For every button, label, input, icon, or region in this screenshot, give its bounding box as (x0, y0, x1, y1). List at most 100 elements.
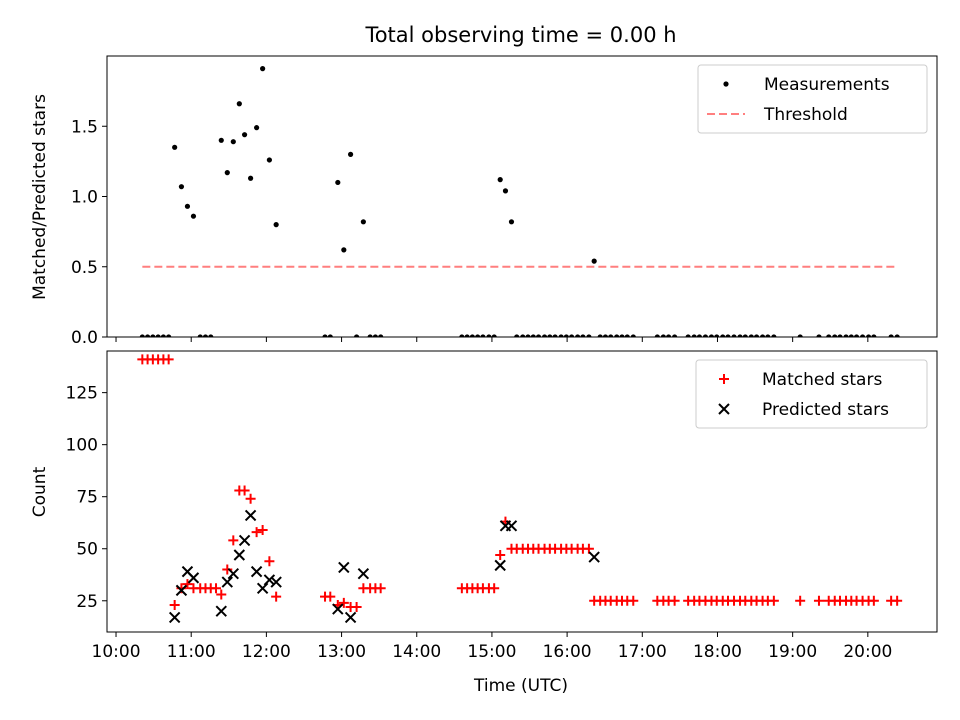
measurements-point (797, 334, 803, 337)
legend: Matched stars Predicted stars (695, 359, 928, 429)
x-tick-label: 11:00 (167, 642, 216, 662)
matched-stars-point (795, 595, 806, 606)
matched-stars-point (216, 589, 227, 600)
predicted-stars-point (227, 568, 240, 580)
legend-predicted-stars-marker (718, 403, 730, 415)
matched-stars-point (669, 595, 680, 606)
measurements-point (372, 334, 378, 337)
measurements-point (241, 132, 248, 138)
measurements-point (826, 334, 832, 337)
measurements-point (666, 334, 672, 337)
legend: Measurements Threshold (697, 64, 928, 134)
measurements-point (685, 334, 691, 337)
measurements-point (832, 334, 838, 337)
measurements-point (748, 334, 754, 337)
measurements-point (514, 334, 520, 337)
measurements-point (508, 219, 515, 225)
matched-stars-point (169, 599, 180, 610)
measurements-point (619, 334, 625, 337)
y-tick-label: 0.0 (71, 328, 98, 348)
matched-stars-point (338, 597, 349, 608)
measurements-point (737, 334, 743, 337)
predicted-stars-point (494, 559, 506, 572)
measurements-point (497, 177, 503, 183)
matched-stars-point (813, 595, 824, 606)
measurements-point (691, 334, 697, 337)
measurements-point (871, 334, 877, 337)
measurements-point (725, 334, 731, 337)
measurements-point (608, 334, 614, 337)
plot-area (137, 354, 903, 624)
predicted-stars-point (256, 582, 269, 594)
measurements-point (530, 334, 536, 337)
matched-stars-point (628, 595, 639, 606)
y-tick-label: 125 (66, 384, 98, 404)
legend-box (695, 359, 928, 429)
measurements-point (753, 334, 760, 337)
measurements-point (197, 334, 203, 337)
measurements-point (630, 334, 636, 337)
predicted-stars-point (233, 549, 246, 561)
measurements-point (202, 334, 209, 337)
measurements-point (731, 334, 737, 337)
predicted-stars-point (270, 576, 282, 588)
measurements-point (569, 334, 575, 337)
x-tick-label: 12:00 (242, 642, 291, 662)
y-tick-label: 100 (66, 436, 98, 456)
plot-area (139, 66, 900, 337)
matched-stars-point (325, 591, 336, 602)
measurements-point (139, 334, 145, 337)
measurements-point (848, 334, 854, 337)
x-tick-label: 18:00 (693, 642, 742, 662)
legend-entry-label: Threshold (763, 105, 848, 125)
measurements-point (502, 188, 509, 194)
measurements-point (335, 179, 341, 186)
measurements-point (491, 334, 497, 337)
x-tick-label: 19:00 (768, 642, 817, 662)
measurements-point (654, 334, 660, 337)
legend-box (697, 64, 928, 134)
y-tick-label: 50 (76, 540, 98, 560)
measurements-point (475, 334, 481, 337)
measurements-point (624, 334, 630, 337)
matched-stars-point (245, 493, 256, 504)
predicted-stars-point (168, 611, 181, 624)
measurements-point (208, 334, 214, 337)
measurements-point (597, 334, 603, 337)
measurements-point (172, 144, 178, 150)
x-axis-label: Time (UTC) (473, 676, 568, 696)
measurements-point (525, 334, 531, 337)
measurements-point (378, 334, 384, 337)
measurements-point (660, 334, 666, 337)
top-subplot: 0.0 0.5 1.0 1.5 Matched/Predicted stars Measu… (30, 55, 938, 348)
chart-title: Total observing time = 0.00 h (364, 23, 676, 47)
bottom-subplot: 25 50 75 100 125 10:00 11:00 12:00 13:00 14:00 15:… (30, 350, 938, 662)
y-tick-label: 1.0 (71, 188, 98, 208)
measurements-point (469, 334, 475, 337)
predicted-stars-point (244, 509, 257, 522)
measurements-point (347, 151, 354, 157)
measurements-point (575, 334, 581, 337)
matched-stars-point (251, 527, 262, 538)
measurements-point (184, 203, 191, 209)
measurements-point (580, 334, 586, 337)
measurements-point (354, 334, 360, 337)
measurements-point (865, 334, 872, 337)
predicted-stars-point (187, 572, 200, 584)
x-tick-label: 14:00 (392, 642, 441, 662)
predicted-stars-point (238, 534, 251, 547)
predicted-stars-point (588, 551, 600, 563)
matched-stars-point (163, 354, 174, 365)
legend-entry-label: Measurements (764, 75, 890, 95)
matched-stars-point (271, 591, 282, 602)
measurements-point (591, 258, 597, 264)
predicted-stars-point (215, 605, 227, 617)
predicted-stars-point (338, 561, 350, 574)
measurements-point (614, 334, 620, 337)
measurements-point (535, 334, 542, 337)
measurements-point (360, 219, 366, 225)
measurements-point (552, 334, 558, 337)
measurements-point (230, 139, 236, 145)
measurements-point (714, 334, 720, 337)
measurements-point (166, 334, 172, 337)
